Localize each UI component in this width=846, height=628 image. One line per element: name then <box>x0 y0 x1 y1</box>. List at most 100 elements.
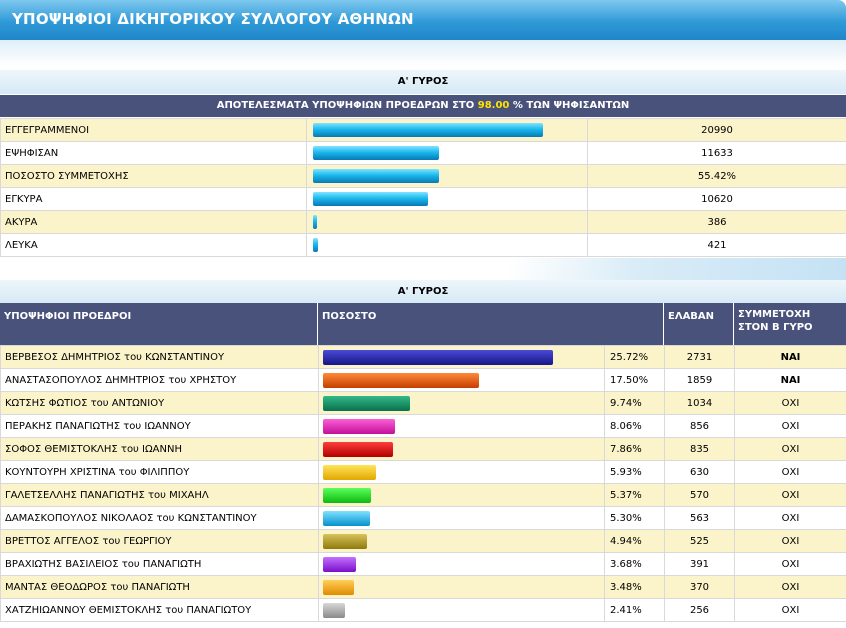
stats-label: ΛΕΥΚΑ <box>0 233 307 257</box>
candidate-bar <box>323 373 479 388</box>
candidate-second-round: ΟΧΙ <box>734 483 846 507</box>
stats-bar <box>313 169 439 183</box>
candidate-bar-cell <box>318 552 605 576</box>
stats-label: ΕΓΓΕΓΡΑΜΜΕΝΟΙ <box>0 118 307 142</box>
candidate-percent: 8.06% <box>604 414 665 438</box>
stats-bar-cell <box>306 210 588 234</box>
candidate-row: ΧΑΤΖΗΙΩΑΝΝΟΥ ΘΕΜΙΣΤΟΚΛΗΣ του ΠΑΝΑΓΙΩΤΟΥ 2… <box>0 598 846 622</box>
candidate-surname-first: ΠΕΡΑΚΗΣ ΠΑΝΑΓΙΩΤΗΣ <box>5 420 121 432</box>
candidate-votes: 856 <box>664 414 735 438</box>
candidate-name: ΧΑΤΖΗΙΩΑΝΝΟΥ ΘΕΜΙΣΤΟΚΛΗΣ του ΠΑΝΑΓΙΩΤΟΥ <box>0 598 319 622</box>
candidate-row: ΔΑΜΑΣΚΟΠΟΥΛΟΣ ΝΙΚΟΛΑΟΣ του ΚΩΝΣΤΑΝΤΙΝΟΥ 5… <box>0 506 846 530</box>
candidate-father: ΠΑΝΑΓΙΩΤΗ <box>142 558 202 570</box>
candidate-bar-cell <box>318 437 605 461</box>
candidate-second-round: ΟΧΙ <box>734 575 846 599</box>
candidate-row: ΑΝΑΣΤΑΣΟΠΟΥΛΟΣ ΔΗΜΗΤΡΙΟΣ του ΧΡΗΣΤΟΥ 17.5… <box>0 368 846 392</box>
column-participation-line2: ΣΤΟΝ Β ΓΥΡΟ <box>738 322 813 333</box>
candidate-bar-cell <box>318 368 605 392</box>
candidate-percent: 4.94% <box>604 529 665 553</box>
stats-bar <box>313 215 317 229</box>
stats-row: ΕΓΚΥΡΑ 10620 <box>0 187 846 211</box>
stats-bar <box>313 238 318 252</box>
stats-value: 20990 <box>587 118 846 142</box>
candidate-second-round: ΟΧΙ <box>734 414 846 438</box>
candidate-bar-cell <box>318 391 605 415</box>
candidate-bar-cell <box>318 483 605 507</box>
stats-bar-cell <box>306 164 588 188</box>
candidate-surname-first: ΒΕΡΒΕΣΟΣ ΔΗΜΗΤΡΙΟΣ <box>5 351 121 363</box>
candidate-surname-first: ΚΩΤΣΗΣ ΦΩΤΙΟΣ <box>5 397 88 409</box>
candidate-votes: 525 <box>664 529 735 553</box>
candidate-row: ΚΟΥΝΤΟΥΡΗ ΧΡΙΣΤΙΝΑ του ΦΙΛΙΠΠΟΥ 5.93% 630 Ο… <box>0 460 846 484</box>
candidate-row: ΜΑΝΤΑΣ ΘΕΟΔΩΡΟΣ του ΠΑΝΑΓΙΩΤΗ 3.48% 370 ΟΧΙ <box>0 575 846 599</box>
candidate-votes: 1859 <box>664 368 735 392</box>
candidate-second-round: ΟΧΙ <box>734 460 846 484</box>
candidate-name: ΔΑΜΑΣΚΟΠΟΥΛΟΣ ΝΙΚΟΛΑΟΣ του ΚΩΝΣΤΑΝΤΙΝΟΥ <box>0 506 319 530</box>
candidate-percent: 7.86% <box>604 437 665 461</box>
candidates-table-header: ΥΠΟΨΗΦΙΟΙ ΠΡΟΕΔΡΟΙ ΠΟΣΟΣΤΟ ΕΛΑΒΑΝ ΣΥΜΜΕΤ… <box>0 303 846 345</box>
candidate-votes: 391 <box>664 552 735 576</box>
candidate-name: ΣΟΦΟΣ ΘΕΜΙΣΤΟΚΛΗΣ του ΙΩΑΝΝΗ <box>0 437 319 461</box>
candidate-surname-first: ΒΡΑΧΙΩΤΗΣ ΒΑΣΙΛΕΙΟΣ <box>5 558 119 570</box>
candidate-second-round: ΝΑΙ <box>734 368 846 392</box>
candidate-name: ΒΡΕΤΤΟΣ ΑΓΓΕΛΟΣ του ΓΕΩΡΓΙΟΥ <box>0 529 319 553</box>
candidate-second-round: ΝΑΙ <box>734 345 846 369</box>
column-percent: ΠΟΣΟΣΤΟ <box>318 303 664 345</box>
candidate-percent: 5.30% <box>604 506 665 530</box>
results-prefix: ΑΠΟΤΕΛΕΣΜΑΤΑ ΥΠΟΨΗΦΙΩΝ ΠΡΟΕΔΡΩΝ ΣΤΟ <box>216 100 475 111</box>
candidate-second-round: ΟΧΙ <box>734 552 846 576</box>
candidate-percent: 2.41% <box>604 598 665 622</box>
candidate-bar-cell <box>318 529 605 553</box>
candidate-father: ΑΝΤΩΝΙΟΥ <box>111 397 165 409</box>
candidate-row: ΒΡΕΤΤΟΣ ΑΓΓΕΛΟΣ του ΓΕΩΡΓΙΟΥ 4.94% 525 ΟΧΙ <box>0 529 846 553</box>
candidate-bar <box>323 465 376 480</box>
candidate-surname-first: ΜΑΝΤΑΣ ΘΕΟΔΩΡΟΣ <box>5 581 108 593</box>
candidate-name: ΒΕΡΒΕΣΟΣ ΔΗΜΗΤΡΙΟΣ του ΚΩΝΣΤΑΝΤΙΝΟΥ <box>0 345 319 369</box>
candidate-father: ΓΕΩΡΓΙΟΥ <box>123 535 172 547</box>
candidate-tou: του <box>168 374 187 386</box>
candidate-percent: 5.37% <box>604 483 665 507</box>
candidate-votes: 2731 <box>664 345 735 369</box>
candidate-row: ΓΑΛΕΤΣΕΛΛΗΣ ΠΑΝΑΓΙΩΤΗΣ του ΜΙΧΑΗΛ 5.37% 57… <box>0 483 846 507</box>
candidate-name: ΒΡΑΧΙΩΤΗΣ ΒΑΣΙΛΕΙΟΣ του ΠΑΝΑΓΙΩΤΗ <box>0 552 319 576</box>
stats-label: ΑΚΥΡΑ <box>0 210 307 234</box>
candidate-votes: 370 <box>664 575 735 599</box>
candidate-tou: του <box>124 351 142 363</box>
candidate-tou: του <box>148 489 166 501</box>
candidate-bar-cell <box>318 414 605 438</box>
candidate-bar-cell <box>318 460 605 484</box>
results-suffix: % ΤΩΝ ΨΗΦΙΣΑΝΤΩΝ <box>512 100 630 111</box>
stats-bar-cell <box>306 187 588 211</box>
candidate-row: ΣΟΦΟΣ ΘΕΜΙΣΤΟΚΛΗΣ του ΙΩΑΝΝΗ 7.86% 835 ΟΧΙ <box>0 437 846 461</box>
stats-label: ΕΓΚΥΡΑ <box>0 187 307 211</box>
candidate-tou: του <box>123 420 142 432</box>
candidate-surname-first: ΔΑΜΑΣΚΟΠΟΥΛΟΣ ΝΙΚΟΛΑΟΣ <box>5 512 154 524</box>
stats-value: 10620 <box>587 187 846 211</box>
column-received: ΕΛΑΒΑΝ <box>664 303 734 345</box>
candidate-tou: του <box>90 397 109 409</box>
stats-value: 421 <box>587 233 846 257</box>
stats-row: ΠΟΣΟΣΤΟ ΣΥΜΜΕΤΟΧΗΣ 55.42% <box>0 164 846 188</box>
stats-label: ΕΨΗΦΙΣΑΝ <box>0 141 307 165</box>
candidate-bar <box>323 442 393 457</box>
candidate-row: ΚΩΤΣΗΣ ΦΩΤΙΟΣ του ΑΝΤΩΝΙΟΥ 9.74% 1034 ΟΧΙ <box>0 391 846 415</box>
candidate-percent: 17.50% <box>604 368 665 392</box>
candidates-table: ΒΕΡΒΕΣΟΣ ΔΗΜΗΤΡΙΟΣ του ΚΩΝΣΤΑΝΤΙΝΟΥ 25.72… <box>0 345 846 622</box>
candidate-percent: 25.72% <box>604 345 665 369</box>
candidate-father: ΠΑΝΑΓΙΩΤΗ <box>131 581 190 593</box>
candidate-bar <box>323 557 356 572</box>
stats-value: 386 <box>587 210 846 234</box>
candidate-second-round: ΟΧΙ <box>734 506 846 530</box>
candidate-tou: του <box>102 535 121 547</box>
candidate-name: ΚΩΤΣΗΣ ΦΩΤΙΟΣ του ΑΝΤΩΝΙΟΥ <box>0 391 319 415</box>
stats-bar <box>313 123 543 137</box>
stats-row: ΕΓΓΕΓΡΑΜΜΕΝΟΙ 20990 <box>0 118 846 142</box>
stats-row: ΑΚΥΡΑ 386 <box>0 210 846 234</box>
stats-round-title: Α' ΓΥΡΟΣ <box>0 70 846 94</box>
stats-bar <box>313 192 428 206</box>
stats-results-heading: ΑΠΟΤΕΛΕΣΜΑΤΑ ΥΠΟΨΗΦΙΩΝ ΠΡΟΕΔΡΩΝ ΣΤΟ 98.0… <box>0 95 846 117</box>
stats-table: ΕΓΓΕΓΡΑΜΜΕΝΟΙ 20990 ΕΨΗΦΙΣΑΝ 11633 ΠΟΣΟΣΤΟ Σ… <box>0 118 846 257</box>
stats-value: 11633 <box>587 141 846 165</box>
candidate-tou: του <box>121 558 140 570</box>
candidate-bar-cell <box>318 598 605 622</box>
